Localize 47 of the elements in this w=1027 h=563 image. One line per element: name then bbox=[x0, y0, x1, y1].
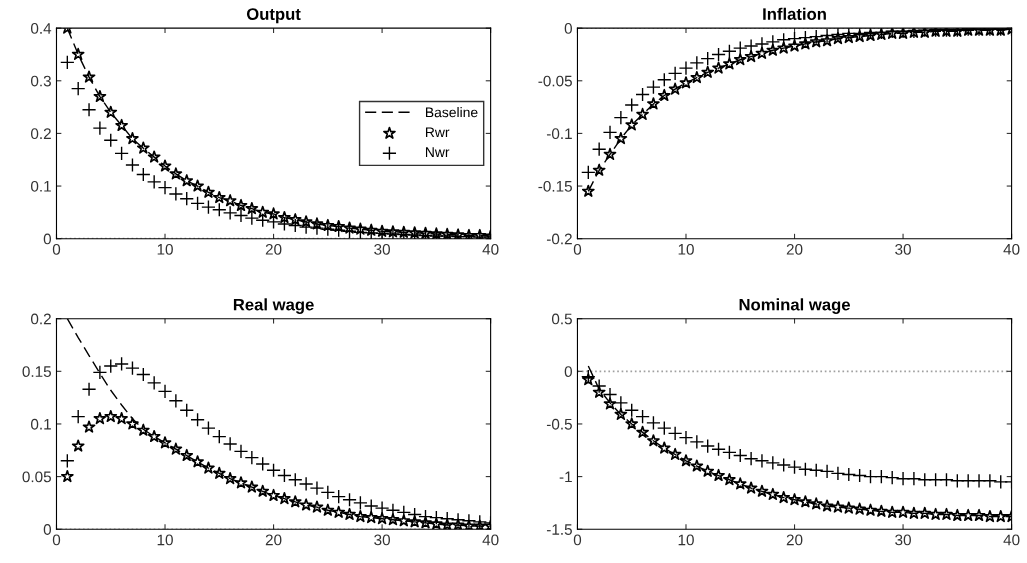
x-tick-label: 0 bbox=[573, 534, 582, 546]
legend-label: Nwr bbox=[425, 147, 450, 157]
y-tick-label: -0.1 bbox=[546, 128, 572, 140]
legend-label: Baseline bbox=[425, 107, 478, 118]
x-tick-label: 30 bbox=[374, 534, 390, 546]
y-tick-label: -0.05 bbox=[538, 75, 572, 87]
y-tick-label: 0.4 bbox=[30, 23, 52, 34]
x-tick-label: 30 bbox=[374, 243, 390, 255]
legend-label: Rwr bbox=[425, 127, 450, 138]
y-tick-label: 0.05 bbox=[22, 471, 51, 483]
y-tick-label: 0.2 bbox=[30, 128, 51, 140]
x-tick-label: 20 bbox=[265, 534, 282, 546]
x-tick-label: 20 bbox=[265, 243, 282, 255]
x-tick-label: 10 bbox=[678, 534, 694, 546]
x-tick-label: 20 bbox=[786, 243, 803, 255]
y-tick-label: -0.5 bbox=[546, 418, 572, 430]
y-tick-label: 0.5 bbox=[551, 313, 572, 325]
y-tick-label: -1 bbox=[559, 471, 572, 483]
x-tick-label: 10 bbox=[157, 534, 173, 546]
y-tick-label: 0.15 bbox=[22, 366, 51, 378]
x-tick-label: 10 bbox=[157, 243, 173, 255]
y-tick-label: -0.2 bbox=[546, 233, 572, 245]
x-tick-label: 40 bbox=[1003, 243, 1020, 255]
x-tick-label: 0 bbox=[52, 243, 61, 255]
y-tick-label: 0 bbox=[564, 366, 572, 378]
chart-title: Inflation bbox=[763, 7, 826, 20]
x-tick-label: 0 bbox=[573, 243, 582, 255]
y-tick-label: 0 bbox=[43, 524, 52, 535]
x-tick-label: 10 bbox=[678, 243, 694, 255]
x-tick-label: 0 bbox=[52, 534, 61, 546]
x-tick-label: 20 bbox=[786, 534, 803, 546]
chart-title: Nominal wage bbox=[739, 298, 850, 314]
chart-title: Real wage bbox=[233, 298, 314, 314]
y-tick-label: 0.2 bbox=[30, 313, 51, 325]
chart-title: Output bbox=[246, 8, 301, 24]
x-tick-label: 30 bbox=[895, 243, 911, 255]
x-tick-label: 40 bbox=[482, 534, 499, 546]
y-tick-label: 0 bbox=[564, 23, 572, 34]
x-tick-label: 40 bbox=[1003, 534, 1020, 546]
y-tick-label: 0.1 bbox=[30, 180, 51, 192]
y-tick-label: 0 bbox=[43, 233, 52, 245]
y-tick-label: 0.1 bbox=[30, 418, 51, 430]
y-tick-label: -0.15 bbox=[538, 180, 572, 192]
y-tick-label: 0.3 bbox=[30, 75, 51, 87]
x-tick-label: 40 bbox=[482, 243, 499, 255]
y-tick-label: -1.5 bbox=[546, 524, 572, 535]
x-tick-label: 30 bbox=[895, 534, 911, 546]
